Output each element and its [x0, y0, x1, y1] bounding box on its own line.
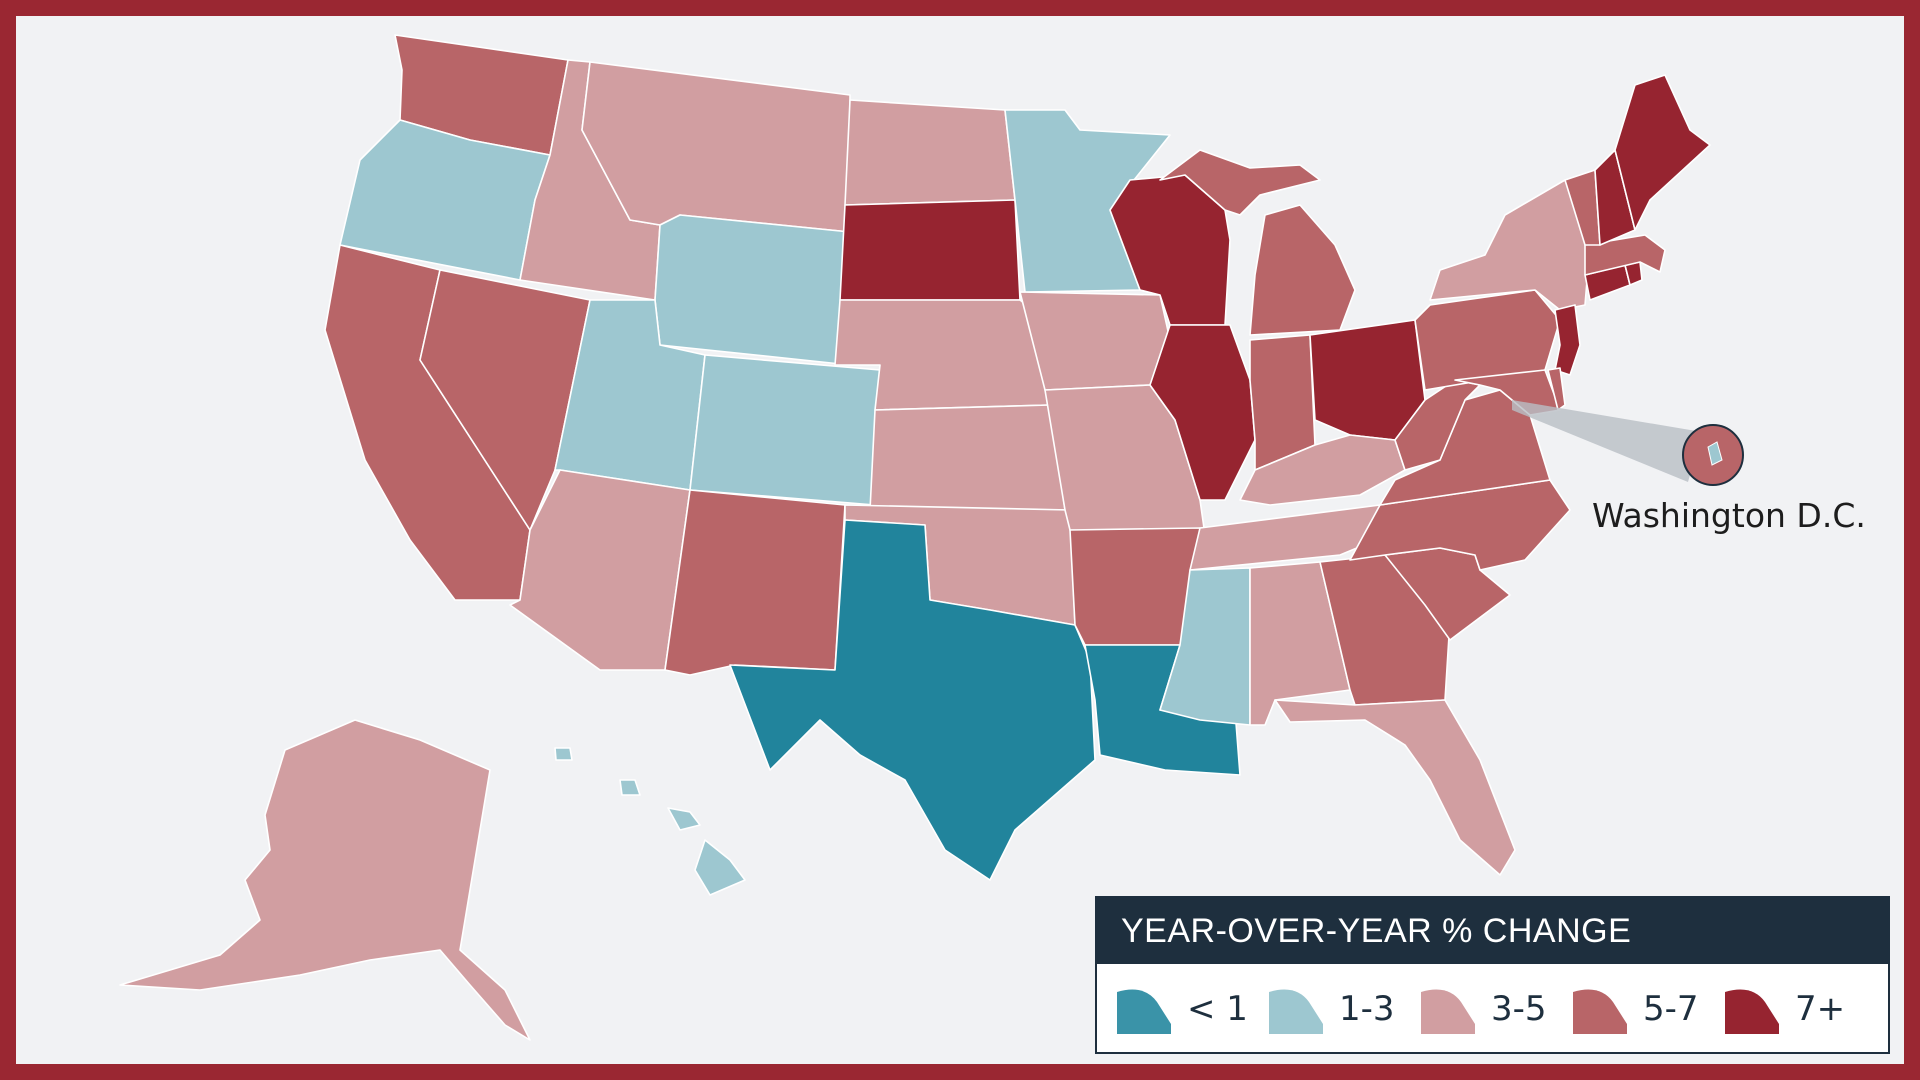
- dc-callout-beam: [1512, 400, 1702, 482]
- legend-label: 3-5: [1491, 989, 1547, 1029]
- state-hawaii-maui[interactable]: [667, 807, 701, 831]
- state-michigan-lower[interactable]: [1249, 204, 1356, 336]
- state-delaware[interactable]: [1547, 367, 1566, 411]
- state-wyoming[interactable]: [654, 214, 851, 366]
- state-illinois[interactable]: [1149, 324, 1256, 501]
- state-south-dakota[interactable]: [839, 199, 1021, 301]
- state-texas[interactable]: [729, 519, 1096, 881]
- state-alaska[interactable]: [119, 719, 531, 1041]
- state-kansas[interactable]: [869, 404, 1066, 511]
- legend-swatch-icon: [1725, 989, 1779, 1034]
- state-nevada[interactable]: [419, 269, 591, 531]
- dc-marker-icon: [1707, 441, 1723, 466]
- legend-item-5-7: 5-7: [1573, 984, 1725, 1034]
- legend-swatch-icon: [1573, 989, 1627, 1034]
- state-maine[interactable]: [1614, 74, 1711, 231]
- state-north-carolina[interactable]: [1349, 479, 1571, 571]
- legend-swatch-icon: [1421, 989, 1475, 1034]
- state-florida[interactable]: [1274, 699, 1516, 876]
- state-wisconsin[interactable]: [1109, 174, 1231, 326]
- state-new-jersey[interactable]: [1554, 304, 1581, 376]
- state-iowa[interactable]: [1019, 291, 1171, 391]
- state-north-dakota[interactable]: [844, 99, 1016, 206]
- legend-item-3-5: 3-5: [1421, 984, 1573, 1034]
- legend-item-1-3: 1-3: [1269, 984, 1421, 1034]
- state-hawaii-big-island[interactable]: [694, 839, 746, 896]
- state-hawaii-kauai[interactable]: [554, 747, 573, 761]
- legend-title: YEAR-OVER-YEAR % CHANGE: [1097, 898, 1888, 964]
- legend-swatch-icon: [1269, 989, 1323, 1034]
- state-new-mexico[interactable]: [664, 489, 846, 676]
- state-west-virginia[interactable]: [1394, 379, 1481, 471]
- legend-items: < 1 1-3 3-5 5-7 7+: [1097, 964, 1888, 1054]
- dc-callout-label: Washington D.C.: [1592, 496, 1866, 535]
- legend-swatch-icon: [1117, 989, 1171, 1034]
- legend-label: 1-3: [1339, 989, 1395, 1029]
- state-hawaii-oahu[interactable]: [619, 779, 641, 796]
- state-massachusetts[interactable]: [1584, 234, 1666, 276]
- state-arkansas[interactable]: [1069, 527, 1201, 646]
- legend-label: 7+: [1795, 989, 1846, 1029]
- legend-item-7plus: 7+: [1725, 984, 1877, 1034]
- state-michigan-upper[interactable]: [1159, 149, 1321, 216]
- legend-label: < 1: [1187, 989, 1248, 1029]
- legend-label: 5-7: [1643, 989, 1699, 1029]
- state-montana[interactable]: [581, 61, 851, 233]
- state-colorado[interactable]: [689, 354, 881, 506]
- legend: YEAR-OVER-YEAR % CHANGE < 1 1-3 3-5 5-7: [1095, 896, 1890, 1054]
- state-new-york[interactable]: [1429, 179, 1591, 311]
- legend-item-lt1: < 1: [1117, 984, 1269, 1034]
